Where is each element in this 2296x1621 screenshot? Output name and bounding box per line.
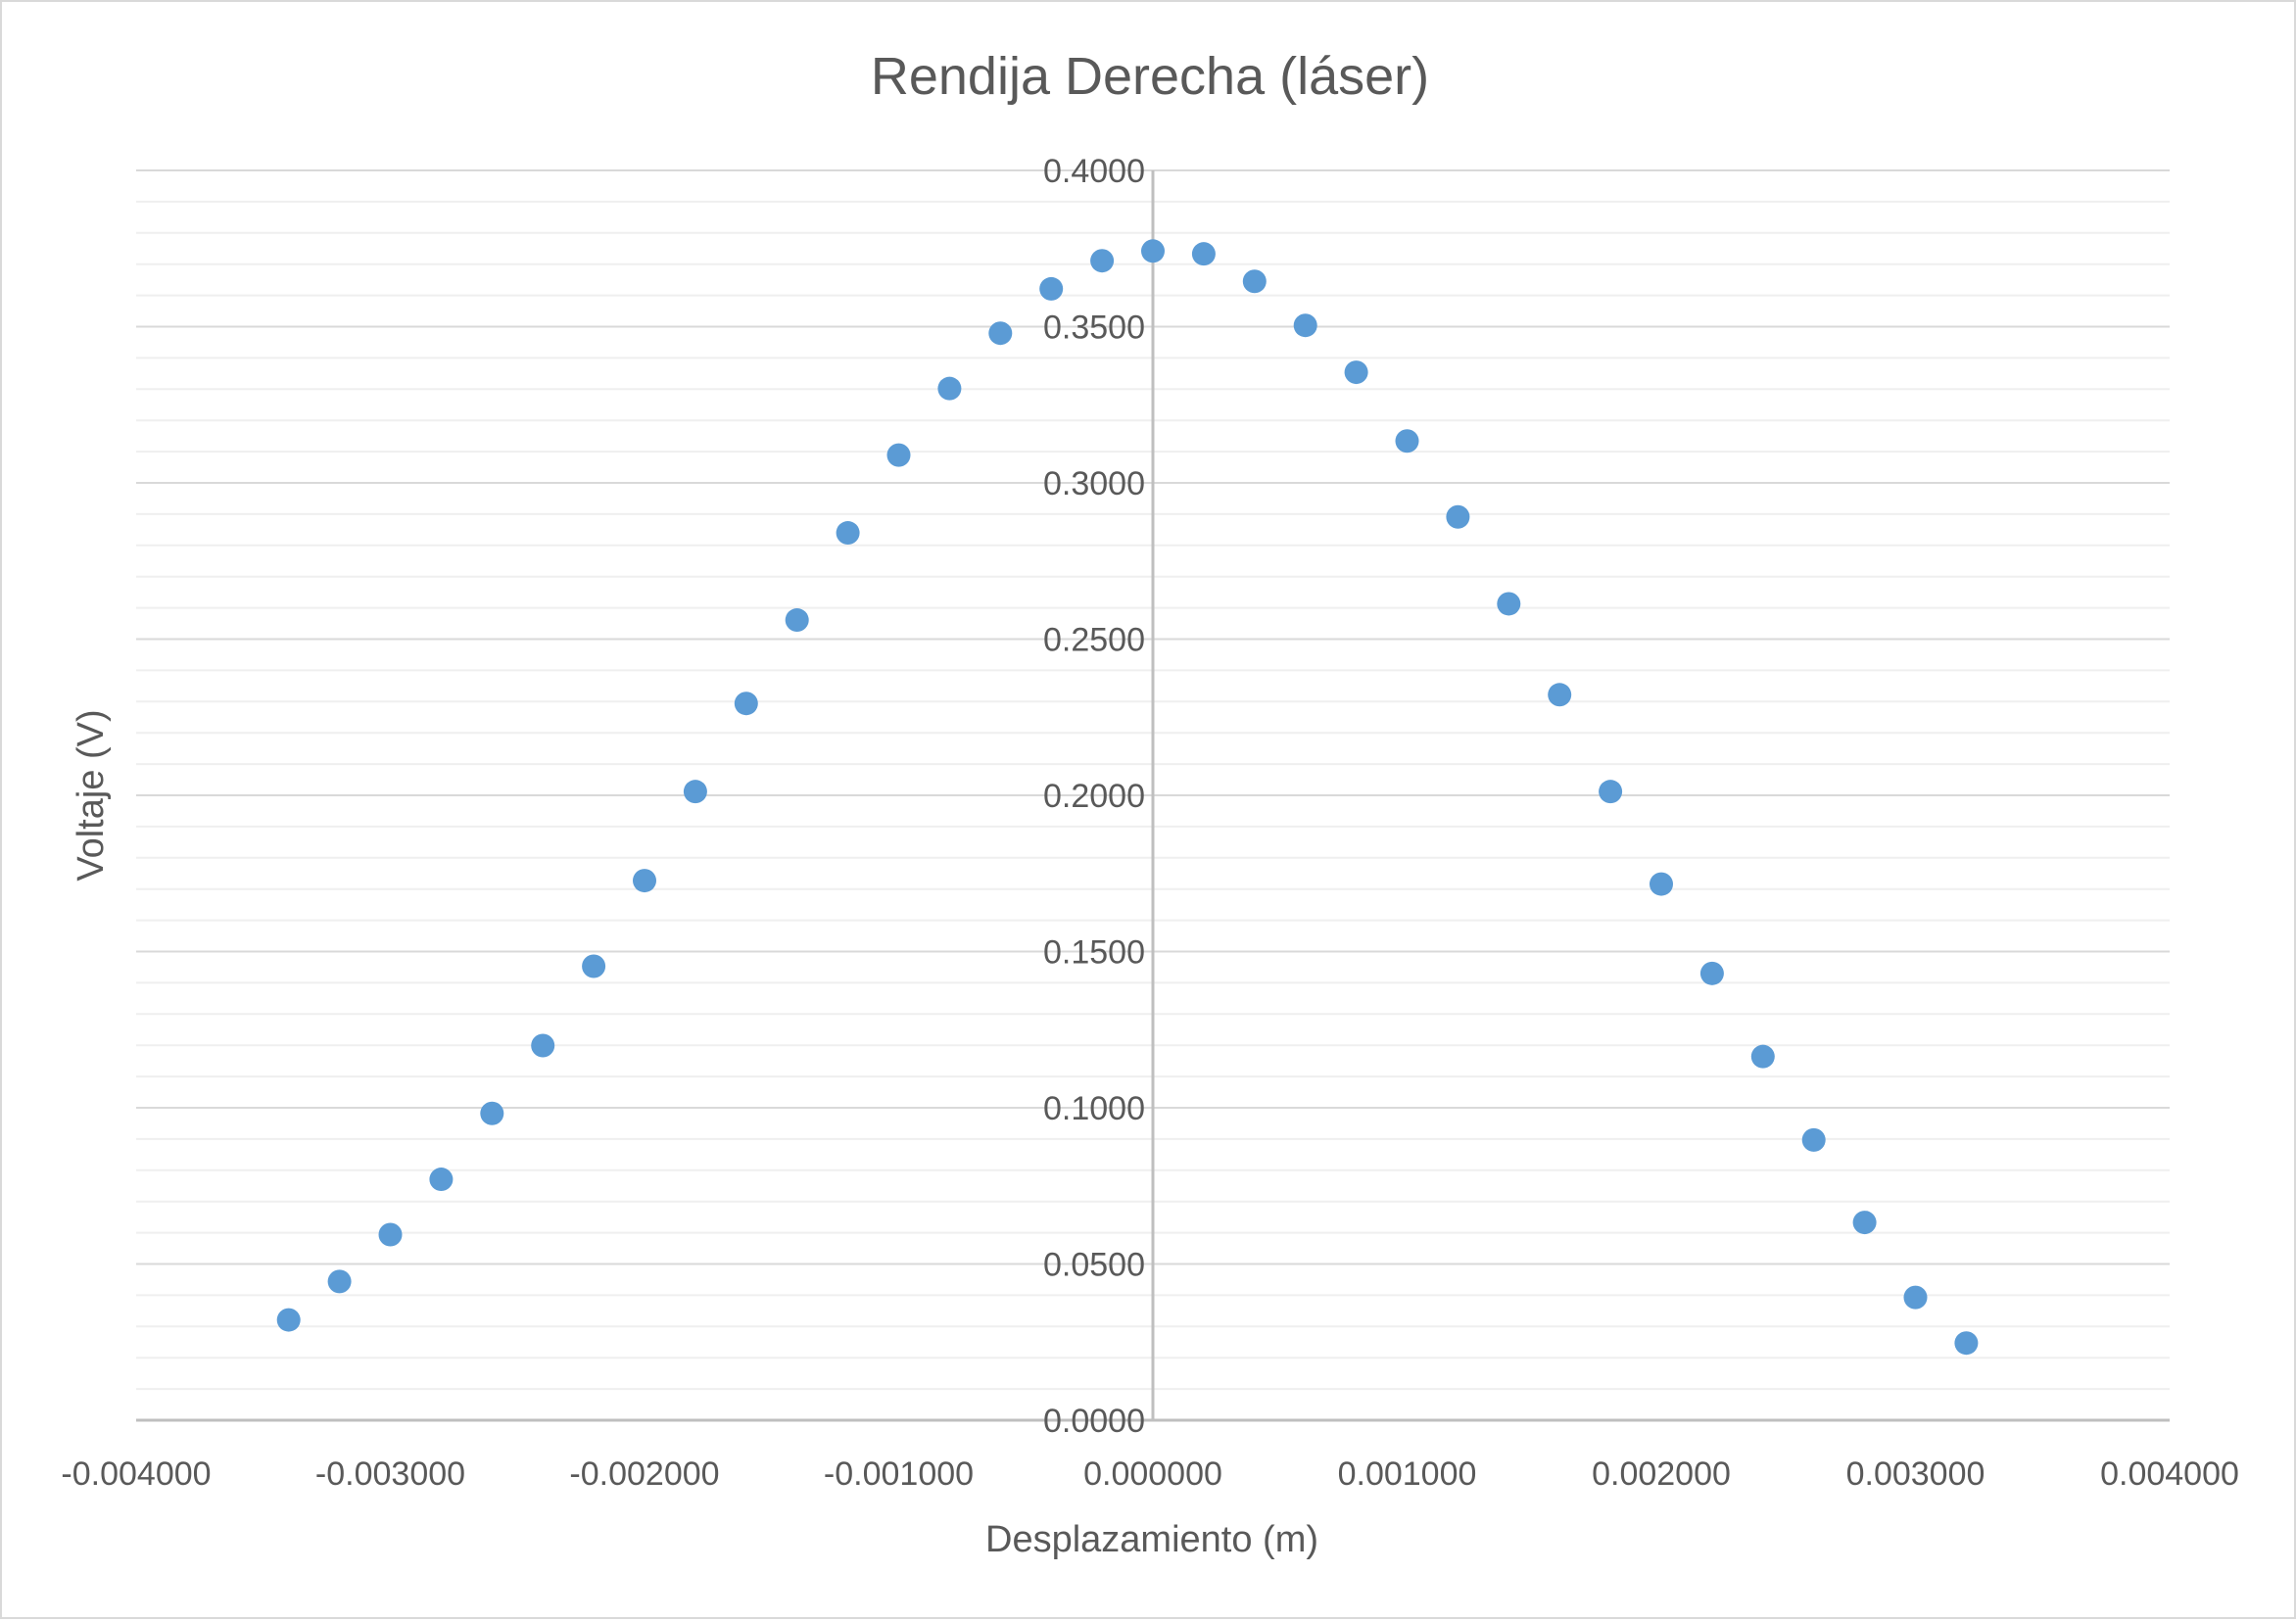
data-point bbox=[1852, 1211, 1877, 1235]
data-point bbox=[582, 954, 606, 978]
data-point bbox=[734, 691, 758, 716]
data-point bbox=[1801, 1127, 1826, 1152]
data-point bbox=[1039, 276, 1064, 301]
data-point bbox=[1699, 961, 1724, 985]
data-point bbox=[1954, 1331, 1979, 1356]
data-point bbox=[531, 1033, 555, 1058]
data-point bbox=[378, 1222, 403, 1247]
x-tick-label: 0.003000 bbox=[1846, 1455, 1985, 1493]
y-tick-label: 0.4000 bbox=[1043, 153, 1145, 190]
y-tick-label: 0.3000 bbox=[1043, 465, 1145, 502]
x-tick-label: -0.004000 bbox=[61, 1455, 211, 1493]
y-tick-label: 0.1000 bbox=[1043, 1090, 1145, 1127]
y-tick-label: 0.2500 bbox=[1043, 622, 1145, 659]
data-point bbox=[1141, 239, 1165, 263]
x-tick-label: -0.003000 bbox=[315, 1455, 465, 1493]
data-point bbox=[480, 1101, 504, 1125]
x-tick-label: 0.001000 bbox=[1338, 1455, 1477, 1493]
data-point bbox=[886, 443, 911, 467]
data-point bbox=[1750, 1044, 1775, 1069]
y-tick-label: 0.3500 bbox=[1043, 310, 1145, 347]
data-point bbox=[1903, 1285, 1928, 1310]
x-tick-label: -0.002000 bbox=[569, 1455, 719, 1493]
y-tick-label: 0.1500 bbox=[1043, 934, 1145, 972]
data-point bbox=[276, 1308, 301, 1332]
data-point bbox=[683, 780, 707, 804]
data-point bbox=[1242, 269, 1267, 294]
x-tick-label: -0.001000 bbox=[824, 1455, 974, 1493]
data-point bbox=[1650, 872, 1673, 896]
x-tick-label: 0.002000 bbox=[1592, 1455, 1731, 1493]
data-point bbox=[988, 321, 1013, 346]
data-point bbox=[429, 1168, 454, 1192]
y-axis-title: Voltaje (V) bbox=[71, 709, 112, 881]
data-points bbox=[276, 239, 1979, 1356]
data-point bbox=[633, 869, 656, 893]
data-point bbox=[1599, 780, 1623, 804]
y-tick-label: 0.0500 bbox=[1043, 1247, 1145, 1284]
data-point bbox=[1395, 429, 1419, 453]
y-tick-label: 0.0000 bbox=[1043, 1403, 1145, 1440]
data-point bbox=[1191, 242, 1216, 266]
data-point bbox=[1090, 249, 1115, 273]
y-tick-label: 0.2000 bbox=[1043, 778, 1145, 815]
x-tick-label: 0.004000 bbox=[2100, 1455, 2239, 1493]
chart-title: Rendija Derecha (láser) bbox=[871, 47, 1429, 106]
data-point bbox=[327, 1269, 352, 1294]
tick-labels: 0.0000 0.0500 0.1000 0.1500 0.2000 0.2500 0.30… bbox=[61, 153, 2238, 1493]
data-point bbox=[1446, 504, 1470, 529]
data-point bbox=[785, 608, 809, 633]
data-point bbox=[1497, 592, 1521, 616]
data-point bbox=[937, 376, 962, 401]
data-point bbox=[1548, 683, 1572, 707]
data-point bbox=[1293, 313, 1317, 338]
data-point bbox=[1344, 360, 1368, 385]
x-axis-title: Desplazamiento (m) bbox=[985, 1519, 1318, 1560]
axes bbox=[136, 170, 2170, 1422]
data-point bbox=[836, 521, 860, 546]
x-tick-label: 0.000000 bbox=[1083, 1455, 1222, 1493]
